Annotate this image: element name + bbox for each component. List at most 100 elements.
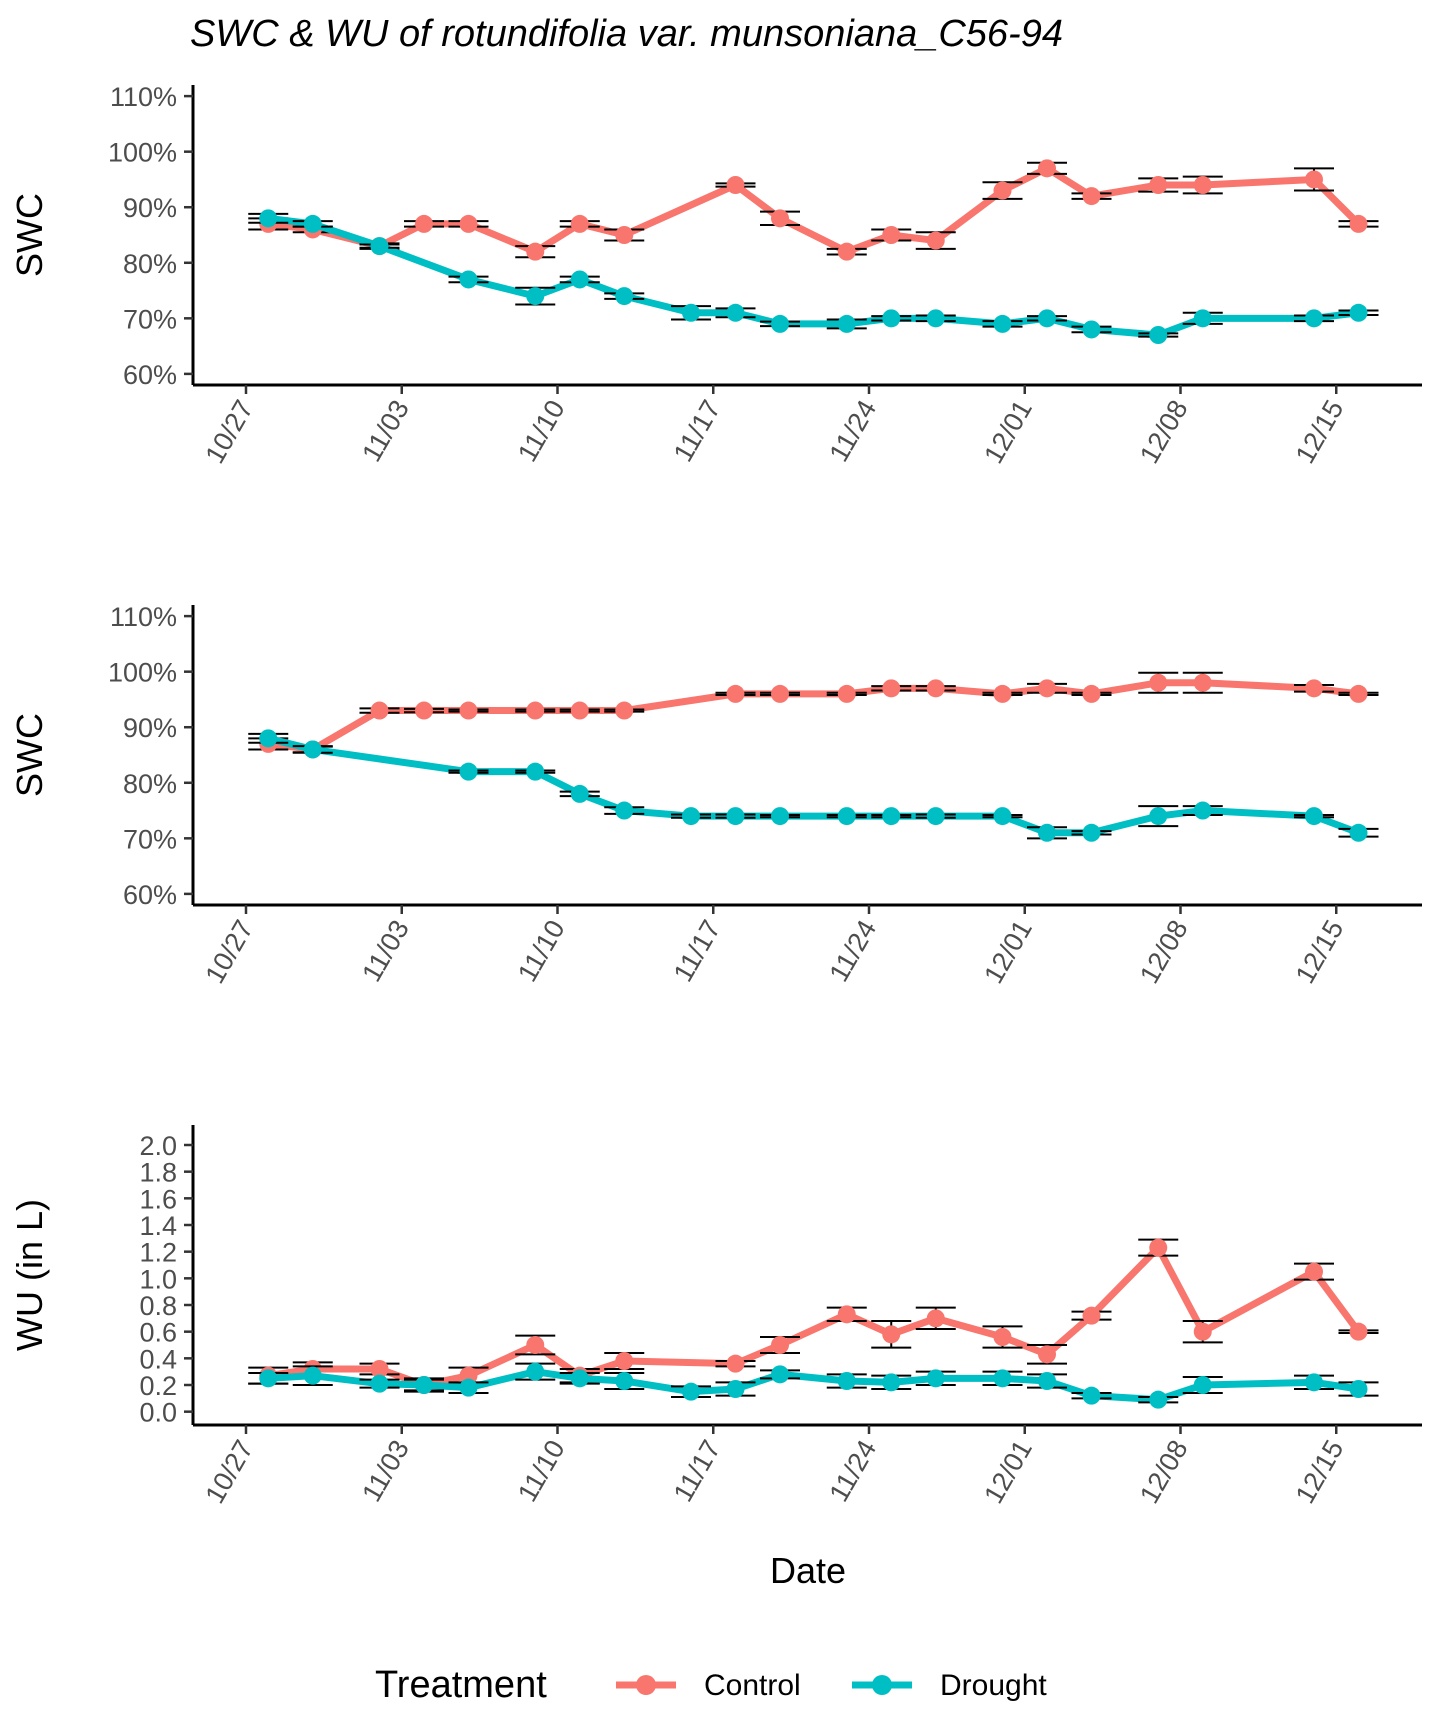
y-tick-label: 100%: [108, 658, 177, 688]
data-point: [459, 701, 478, 720]
data-point: [882, 807, 901, 826]
data-point: [1193, 801, 1212, 820]
y-tick-label: 0.8: [139, 1291, 177, 1321]
data-point: [1038, 1372, 1056, 1390]
data-point: [1349, 214, 1368, 233]
data-point: [993, 807, 1012, 826]
series-control: [248, 671, 1379, 759]
data-point: [259, 729, 278, 748]
data-point: [926, 309, 945, 328]
data-point: [837, 1305, 856, 1324]
x-tick-label: 11/24: [823, 1435, 882, 1507]
panels: 60% 70% 80% 90% 100% 110% 10/27 11/03 11/10 11/17…: [9, 82, 1422, 1509]
y-tick-label: 0.2: [139, 1371, 177, 1401]
data-point: [1149, 176, 1168, 194]
data-point: [1305, 807, 1323, 826]
x-tick-label: 11/03: [356, 1435, 415, 1507]
y-tick-label: 60%: [123, 880, 177, 910]
data-point: [615, 801, 634, 820]
y-tick-label: 80%: [123, 249, 177, 279]
x-tick-label: 10/27: [199, 395, 259, 469]
data-point: [1193, 176, 1212, 194]
x-tick-label: 11/03: [356, 915, 415, 987]
y-tick-label: 110%: [110, 82, 177, 112]
y-tick-label: 90%: [123, 193, 177, 223]
data-point: [570, 214, 589, 233]
x-tick-label: 12/01: [978, 1435, 1038, 1509]
data-point: [1305, 309, 1323, 328]
data-point: [993, 1328, 1012, 1346]
data-point: [1082, 823, 1101, 842]
x-tick-label: 11/17: [668, 915, 727, 987]
data-point: [615, 701, 634, 720]
data-point: [993, 684, 1012, 703]
y-tick-label: 90%: [123, 713, 177, 743]
x-tick-label: 12/15: [1290, 1435, 1350, 1509]
data-point: [415, 1376, 433, 1394]
x-tick-label: 11/17: [668, 395, 727, 467]
data-point: [771, 1365, 789, 1384]
data-point: [1038, 159, 1056, 178]
y-axis-label: SWC: [9, 713, 50, 797]
data-point: [837, 684, 856, 703]
data-point: [526, 242, 545, 261]
series-drought: [248, 729, 1379, 842]
legend: Treatment Control Drought: [375, 1664, 1047, 1706]
y-tick-label: 1.0: [139, 1264, 177, 1294]
data-point: [837, 807, 856, 826]
data-point: [259, 1369, 278, 1388]
legend-label-drought: Drought: [940, 1669, 1047, 1702]
data-point: [926, 1309, 945, 1328]
data-point: [459, 270, 478, 289]
x-tick-label: 11/17: [668, 1435, 727, 1507]
legend-item-control: Control: [616, 1669, 801, 1702]
data-point: [1149, 673, 1168, 692]
data-point: [1305, 1373, 1323, 1392]
y-tick-label: 100%: [108, 138, 177, 168]
y-tick-label: 1.4: [139, 1211, 177, 1241]
legend-title: Treatment: [375, 1664, 547, 1706]
data-point: [526, 762, 545, 781]
data-point: [726, 684, 745, 703]
data-point: [303, 214, 322, 233]
data-point: [303, 1366, 322, 1385]
data-point: [726, 1354, 745, 1373]
y-tick-label: 0.6: [139, 1318, 177, 1348]
data-point: [1305, 679, 1323, 698]
data-point: [615, 1372, 634, 1390]
data-point: [1038, 309, 1056, 328]
x-tick-label: 10/27: [199, 1435, 259, 1509]
y-tick-label: 1.6: [139, 1184, 177, 1214]
data-point: [1149, 326, 1168, 344]
series-control: [248, 159, 1379, 261]
x-tick-label: 10/27: [199, 915, 259, 989]
data-point: [726, 807, 745, 826]
y-tick-label: 2.0: [139, 1131, 177, 1161]
data-point: [459, 1378, 478, 1397]
y-tick-label: 0.0: [139, 1398, 177, 1428]
data-point: [615, 287, 634, 306]
data-point: [993, 1369, 1012, 1388]
data-point: [882, 309, 901, 328]
data-point: [526, 701, 545, 720]
data-point: [771, 807, 789, 826]
series-drought: [248, 1362, 1379, 1409]
data-point: [1349, 684, 1368, 703]
data-point: [570, 1369, 589, 1388]
x-tick-label: 11/03: [356, 395, 415, 467]
data-point: [1082, 1386, 1101, 1405]
data-point: [771, 684, 789, 703]
series-line: [267, 1244, 1362, 1389]
data-point: [1193, 1376, 1212, 1394]
data-point: [1082, 1306, 1101, 1325]
data-point: [415, 214, 433, 233]
x-tick-label: 12/01: [978, 915, 1038, 989]
data-point: [1349, 1380, 1368, 1398]
data-point: [837, 1372, 856, 1390]
x-tick-label: 11/24: [823, 395, 882, 467]
data-point: [882, 226, 901, 244]
x-tick-label: 12/01: [978, 395, 1038, 469]
data-point: [615, 226, 634, 244]
x-tick-label: 11/10: [512, 395, 571, 467]
